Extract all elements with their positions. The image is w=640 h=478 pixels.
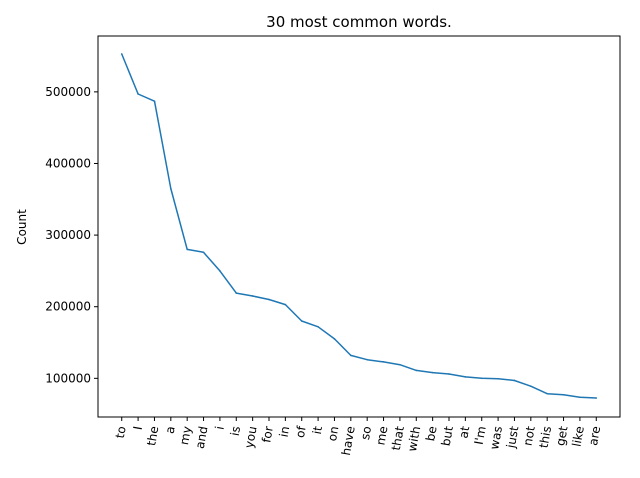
y-axis: 100000 200000 300000 400000 500000	[45, 85, 98, 385]
data-point	[579, 396, 581, 399]
data-point	[186, 248, 188, 251]
data-point	[333, 338, 336, 340]
x-tick-label: have	[339, 425, 358, 456]
x-tick-label: me	[373, 425, 390, 446]
x-tick-label: just	[504, 425, 522, 450]
x-tick-label: you	[242, 425, 260, 449]
y-tick-label: 500000	[45, 85, 91, 99]
x-tick-label: be	[423, 425, 439, 442]
data-point	[448, 373, 450, 375]
x-tick-label: I	[131, 425, 145, 431]
x-tick-label: in	[277, 425, 293, 438]
data-point	[120, 53, 123, 55]
data-point	[284, 303, 287, 306]
x-tick-label: was	[487, 425, 505, 450]
data-point	[595, 397, 598, 399]
data-point	[153, 100, 156, 102]
y-tick-label: 400000	[45, 156, 91, 170]
data-point	[202, 251, 205, 254]
x-tick-label: it	[310, 425, 325, 436]
data-point	[562, 393, 565, 396]
x-tick-label: like	[570, 425, 587, 448]
data-point	[497, 377, 499, 380]
series-line	[121, 53, 597, 399]
data-point	[399, 363, 401, 366]
data-point	[464, 376, 467, 378]
y-tick-label: 300000	[45, 228, 91, 242]
data-point	[317, 325, 319, 328]
x-tick-label: are	[586, 425, 603, 447]
data-point	[219, 270, 221, 272]
x-tick-label: i	[212, 425, 226, 431]
y-tick-label: 100000	[45, 371, 91, 385]
data-point	[415, 369, 418, 372]
data-point	[546, 392, 548, 395]
data-point	[530, 385, 532, 388]
data-point	[170, 187, 172, 190]
plot-area	[97, 35, 621, 418]
data-point	[350, 354, 352, 357]
x-tick-label: my	[177, 425, 194, 446]
y-tick-label: 200000	[45, 300, 91, 314]
x-tick-label: a	[163, 425, 178, 435]
data-point	[251, 295, 254, 297]
data-point	[431, 371, 434, 374]
data-point	[235, 292, 238, 294]
x-tick-label: at	[456, 425, 472, 440]
data-point	[137, 93, 139, 95]
x-tick-label: to	[113, 425, 129, 439]
x-tick-label: this	[537, 425, 555, 449]
y-axis-label: Count	[15, 209, 29, 245]
x-tick-label: of	[293, 424, 309, 439]
data-point	[268, 298, 270, 301]
x-tick-label: with	[405, 425, 423, 453]
x-tick-label: and	[193, 425, 211, 450]
data-point	[480, 377, 483, 380]
data-point	[513, 379, 516, 382]
data-point	[300, 320, 303, 322]
x-tick-label: the	[144, 425, 161, 447]
data-point	[366, 358, 368, 361]
series	[120, 53, 598, 399]
data-point	[382, 361, 385, 363]
plot-frame	[97, 35, 621, 418]
x-tick-label: but	[439, 425, 456, 447]
x-tick-label: on	[325, 425, 341, 442]
x-tick-label: so	[358, 425, 374, 441]
x-tick-label: not	[521, 425, 538, 447]
x-tick-label: is	[228, 425, 243, 437]
x-tick-label: that	[389, 425, 407, 452]
x-tick-label: I'm	[472, 425, 489, 446]
x-tick-label: for	[259, 425, 276, 444]
x-tick-label: get	[553, 425, 570, 447]
chart-title: 30 most common words.	[266, 13, 452, 31]
